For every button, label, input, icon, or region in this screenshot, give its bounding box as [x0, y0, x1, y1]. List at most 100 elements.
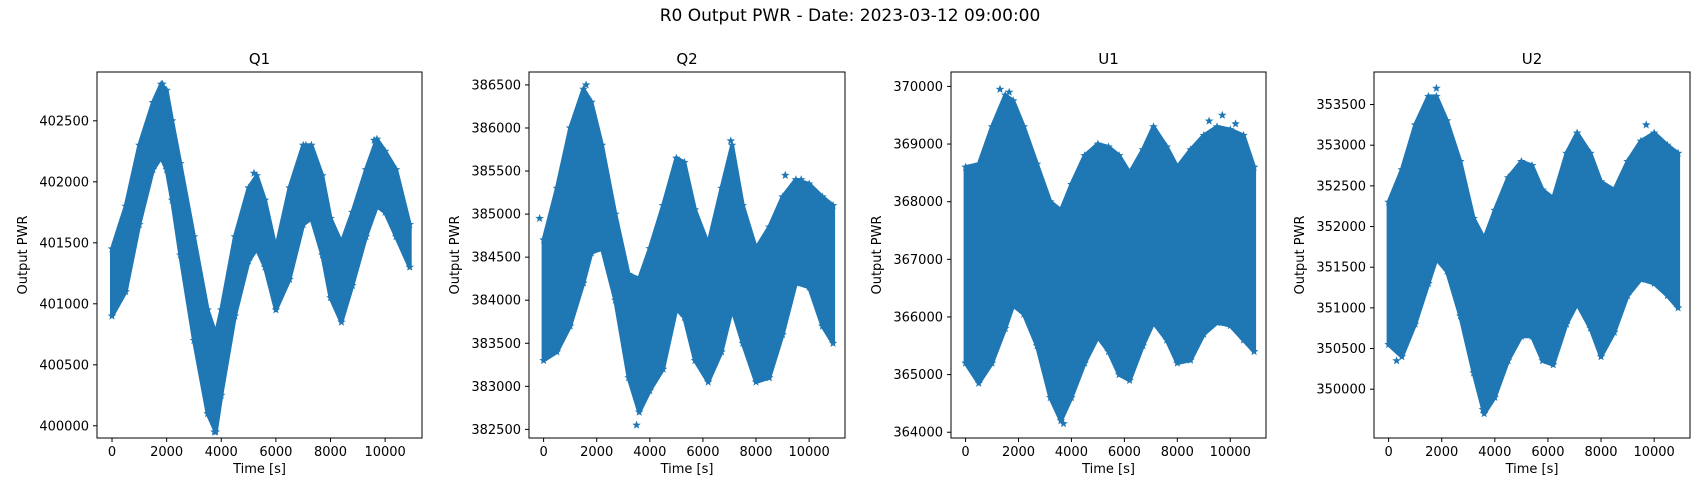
point-marker	[1424, 91, 1433, 100]
point-marker	[1527, 161, 1537, 170]
x-axis-label: Time [s]	[660, 462, 714, 477]
outlier-point	[535, 213, 544, 222]
outlier-point	[249, 168, 259, 177]
point-marker	[1067, 393, 1076, 402]
point-marker	[765, 222, 774, 231]
y-tick-label: 350000	[1316, 383, 1366, 398]
point-marker	[1610, 185, 1619, 194]
point-marker	[1239, 130, 1248, 139]
point-marker	[717, 347, 726, 356]
y-tick-label: 384500	[471, 251, 521, 266]
y-tick-label: 386500	[471, 78, 521, 93]
x-tick-label: 10000	[364, 445, 405, 460]
point-marker	[148, 98, 158, 107]
point-marker	[167, 195, 177, 204]
point-marker	[645, 386, 655, 395]
point-marker	[1239, 335, 1248, 344]
point-marker	[1186, 145, 1195, 154]
point-marker	[372, 134, 382, 143]
point-marker	[1046, 393, 1055, 402]
point-marker	[587, 97, 596, 106]
point-marker	[804, 282, 814, 291]
outlier-point	[796, 175, 806, 184]
point-marker	[1673, 148, 1683, 157]
point-marker	[1080, 358, 1089, 367]
x-tick-label: 8000	[1584, 445, 1617, 460]
point-marker	[1479, 409, 1489, 418]
point-marker	[348, 207, 357, 216]
point-marker	[624, 269, 633, 278]
point-marker	[230, 311, 240, 320]
point-marker	[405, 220, 414, 229]
point-marker	[765, 373, 774, 382]
point-marker	[1479, 234, 1489, 243]
point-marker	[804, 179, 814, 188]
point-marker	[751, 377, 761, 386]
point-marker	[597, 244, 607, 253]
point-marker	[552, 347, 562, 356]
point-marker	[162, 85, 171, 94]
point-marker	[791, 278, 801, 287]
y-tick-label: 353000	[1316, 139, 1366, 154]
point-marker	[1517, 331, 1526, 340]
y-tick-label: 400500	[39, 358, 89, 373]
point-marker	[1549, 360, 1558, 369]
x-tick-label: 2000	[150, 445, 183, 460]
x-tick-label: 8000	[1161, 445, 1194, 460]
point-marker	[672, 304, 681, 313]
point-marker	[203, 409, 212, 418]
point-marker	[1199, 130, 1209, 139]
outlier-point	[1641, 120, 1651, 129]
point-marker	[380, 146, 390, 155]
point-marker	[107, 311, 117, 320]
point-marker	[961, 358, 970, 367]
scatter-cloud	[541, 87, 836, 415]
point-marker	[260, 195, 270, 204]
y-tick-label: 402000	[39, 175, 89, 190]
x-tick-label: 4000	[1055, 445, 1088, 460]
point-marker	[1008, 300, 1018, 310]
x-axis-label: Time [s]	[1081, 462, 1135, 477]
point-marker	[565, 123, 575, 132]
x-axis-label: Time [s]	[1505, 462, 1559, 477]
point-marker	[1080, 151, 1089, 160]
subplot-title: Q1	[249, 50, 270, 68]
y-tick-label: 369000	[893, 138, 943, 153]
point-marker	[176, 159, 185, 168]
point-marker	[828, 201, 838, 210]
point-marker	[1456, 311, 1465, 320]
outlier-point	[369, 135, 379, 144]
point-marker	[680, 157, 689, 167]
outlier-point	[1231, 119, 1240, 128]
point-marker	[361, 165, 371, 174]
point-marker	[1226, 321, 1235, 330]
point-marker	[1562, 319, 1571, 328]
point-marker	[391, 165, 401, 174]
x-tick-label: 10000	[1633, 445, 1674, 460]
point-marker	[372, 201, 382, 210]
y-tick-label: 383000	[471, 380, 521, 395]
y-axis-label: Output PWR	[448, 215, 463, 294]
point-marker	[217, 390, 226, 399]
x-tick-label: 0	[961, 445, 969, 460]
point-marker	[727, 304, 737, 313]
point-marker	[1490, 205, 1500, 214]
y-tick-label: 351500	[1316, 261, 1366, 276]
point-marker	[189, 335, 199, 344]
point-marker	[1093, 139, 1103, 148]
point-marker	[1104, 142, 1113, 151]
point-marker	[1173, 162, 1182, 171]
point-marker	[318, 171, 327, 180]
x-tick-label: 2000	[1002, 445, 1035, 460]
point-marker	[1384, 197, 1393, 206]
point-marker	[1663, 140, 1672, 149]
point-marker	[244, 183, 253, 192]
point-marker	[624, 373, 633, 382]
point-marker	[1442, 266, 1452, 275]
subplot-u1: 0 2000 4000 6000 8000 10000 364000 365000 366000…	[870, 50, 1267, 477]
y-tick-label: 402500	[39, 114, 89, 129]
axes-frame	[950, 71, 1267, 439]
axes-frame	[528, 71, 846, 439]
point-marker	[1056, 205, 1066, 214]
